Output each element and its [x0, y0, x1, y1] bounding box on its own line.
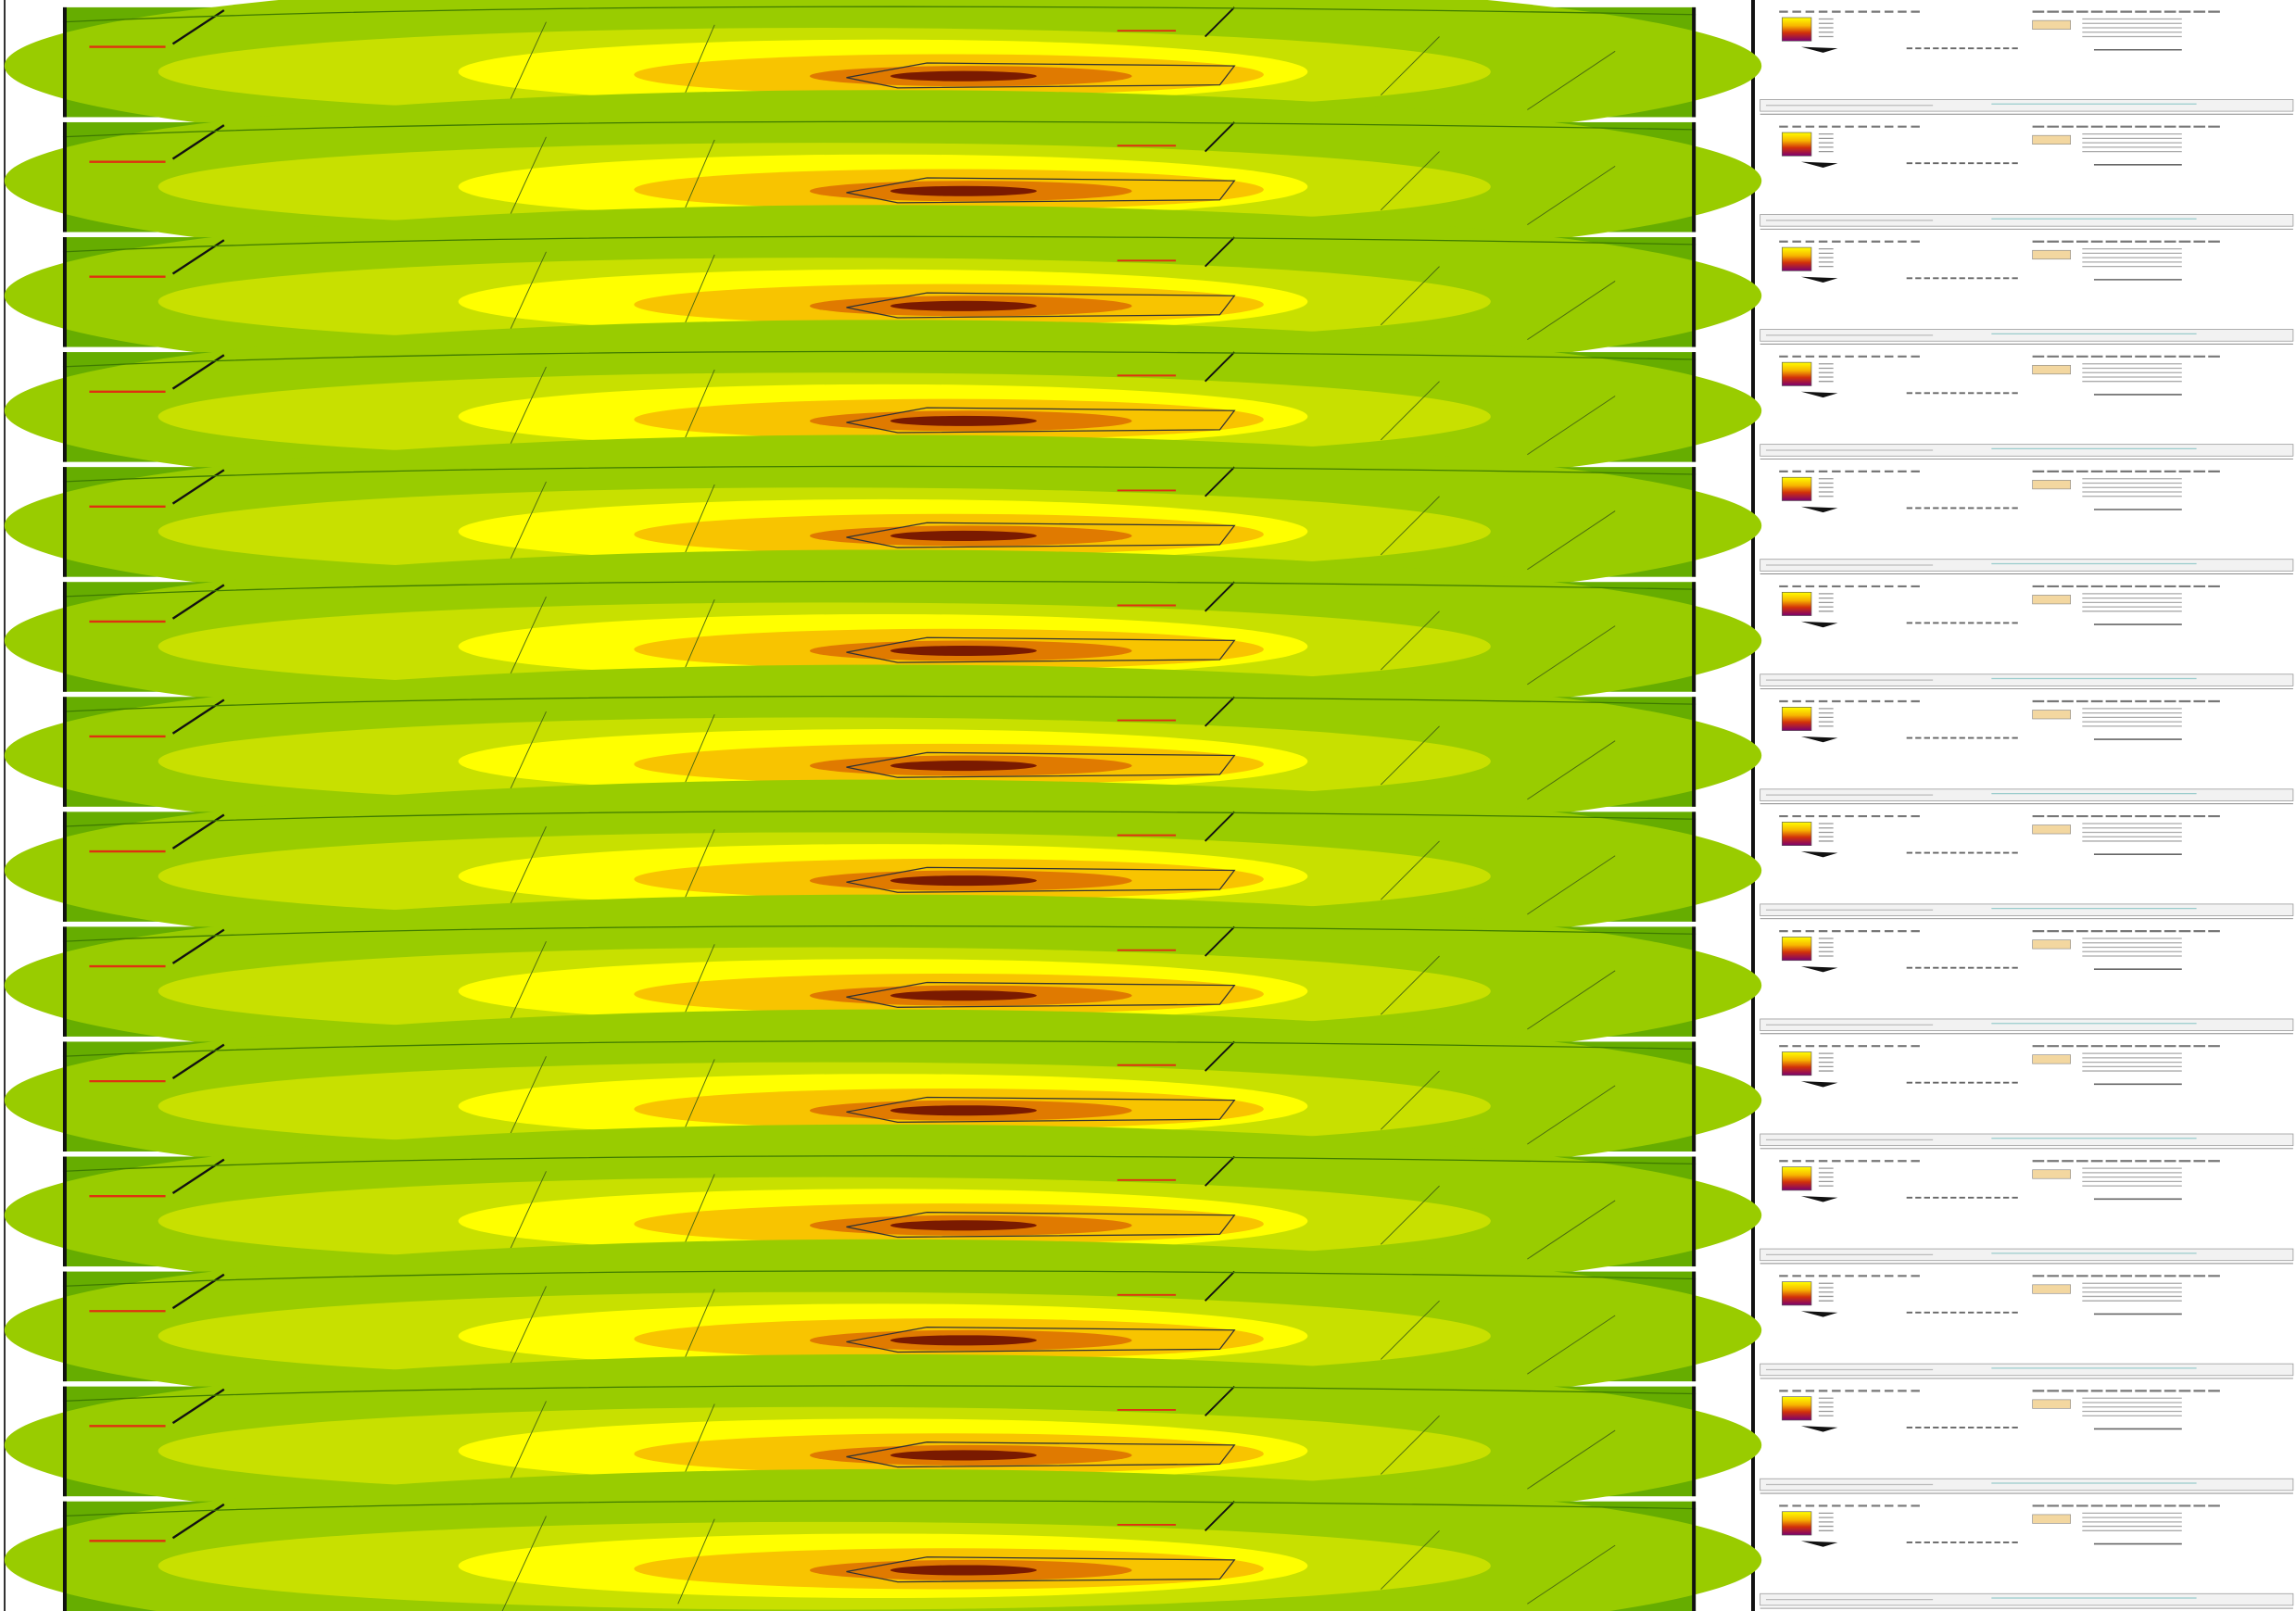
legend-swatch [2033, 1400, 2071, 1408]
map-edge [1692, 1387, 1696, 1497]
legend-swatch [2033, 595, 2071, 603]
legend-swatch [2033, 250, 2071, 258]
legend-swatch [2033, 1170, 2071, 1178]
legend-swatch [1782, 1397, 1811, 1420]
map-edge [63, 122, 67, 233]
legend-swatch [2033, 710, 2071, 718]
map-edge [1692, 352, 1696, 462]
map-edge [63, 1502, 67, 1611]
map-edge [63, 352, 67, 462]
legend-swatch [1782, 1512, 1811, 1535]
legend-swatch [1782, 18, 1811, 41]
map-edge [1692, 237, 1696, 347]
map-edge [1692, 1157, 1696, 1267]
map-edge [1692, 697, 1696, 807]
legend-swatch [1782, 592, 1811, 615]
map-edge [1692, 467, 1696, 577]
contour-zone [890, 1565, 1037, 1575]
map-edge [63, 1157, 67, 1267]
legend-swatch [1782, 362, 1811, 385]
legend-swatch [1782, 1167, 1811, 1190]
contour-zone [890, 990, 1037, 1001]
map-strips [5, 0, 1761, 1611]
contour-zone [890, 1450, 1037, 1460]
contour-zone [890, 646, 1037, 656]
legend-swatch [2033, 1285, 2071, 1293]
contour-zone [890, 186, 1037, 196]
contour-zone [890, 531, 1037, 541]
map-edge [1692, 1272, 1696, 1382]
map-edge [63, 467, 67, 577]
legend-swatch [2033, 135, 2071, 144]
map-edge [63, 237, 67, 347]
map-edge [1692, 1502, 1696, 1611]
legend-swatch [1782, 822, 1811, 845]
map-edge [1692, 1041, 1696, 1152]
contour-zone [890, 1220, 1037, 1230]
legend-swatch [1782, 1052, 1811, 1076]
map-edge [63, 1041, 67, 1152]
contour-zone [890, 761, 1037, 771]
contour-zone [890, 71, 1037, 82]
map-edge [1692, 122, 1696, 233]
map-edge [63, 7, 67, 118]
map-edge [63, 582, 67, 692]
legend-swatch [1782, 707, 1811, 730]
contour-zone [890, 1335, 1037, 1345]
legend-swatch [2033, 20, 2071, 29]
legend-swatch [2033, 940, 2071, 949]
legend-swatch [2033, 365, 2071, 373]
legend-swatch [2033, 480, 2071, 488]
map-edge [1692, 582, 1696, 692]
contour-zone [890, 1105, 1037, 1115]
page: {} (() => { const data = JSON.parse(docu… [0, 0, 2296, 1611]
contour-zone [890, 416, 1037, 426]
legend-swatch [1782, 247, 1811, 271]
map-edge [63, 697, 67, 807]
contour-zone [890, 301, 1037, 311]
map-edge [63, 926, 67, 1037]
map-edge [1692, 812, 1696, 922]
legend-swatch [1782, 477, 1811, 500]
legend-swatch [2033, 1515, 2071, 1523]
map-edge [63, 1387, 67, 1497]
map-edge [1692, 7, 1696, 118]
map-edge [1692, 926, 1696, 1037]
contour-zone [890, 875, 1037, 886]
legend-swatch [2033, 1055, 2071, 1064]
map-edge [63, 812, 67, 922]
legend-swatch [1782, 1282, 1811, 1305]
map-edge [63, 1272, 67, 1382]
legend-swatch [1782, 132, 1811, 156]
screen [0, 0, 2296, 1611]
legend-swatch [1782, 937, 1811, 960]
legend-swatch [2033, 825, 2071, 834]
